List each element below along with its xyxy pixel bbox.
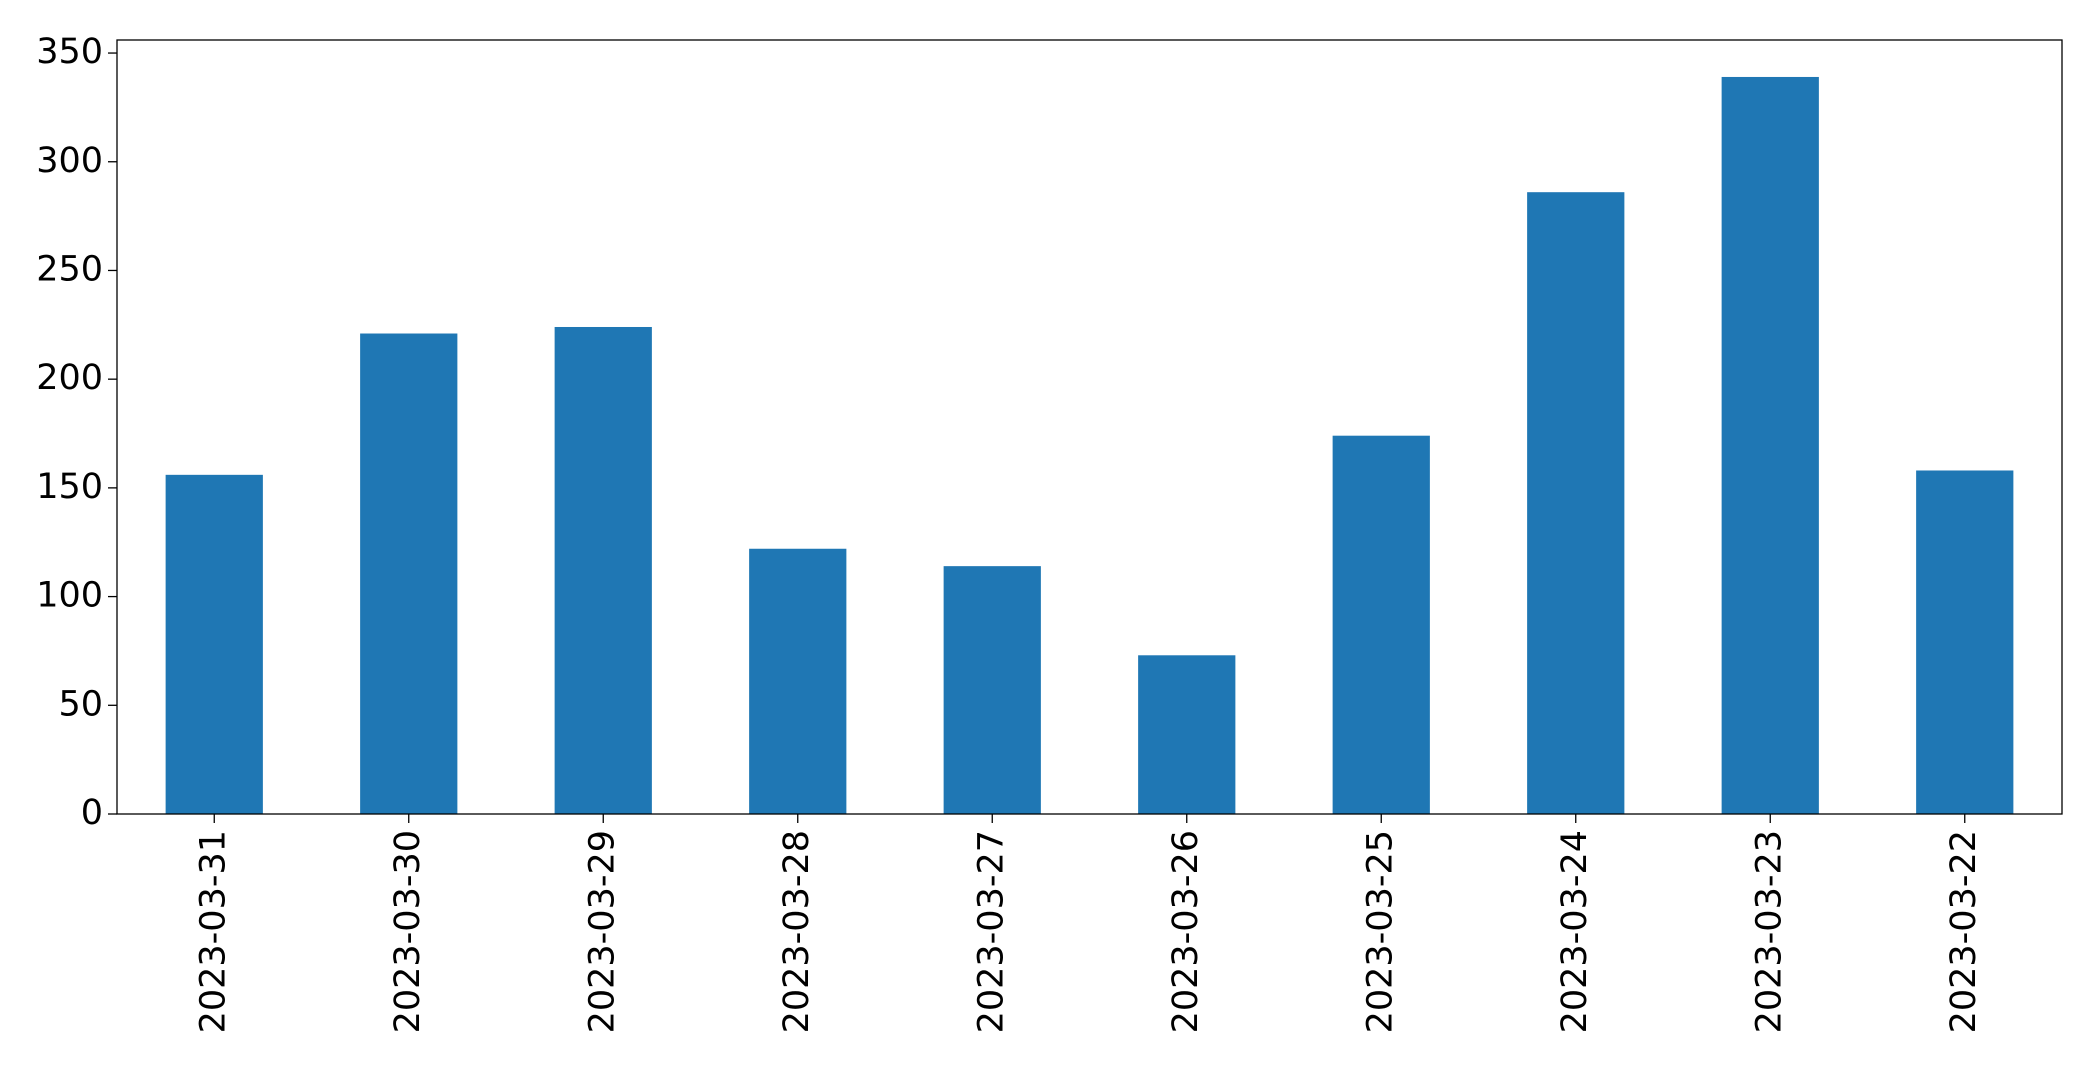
bar [749,548,847,814]
bar [943,566,1041,814]
x-tick-label: 2023-03-29 [582,830,622,1033]
x-tick-label: 2023-03-31 [193,830,233,1033]
y-tick-label: 100 [36,576,103,616]
x-tick-label: 2023-03-25 [1360,830,1400,1033]
bar [1527,192,1625,814]
y-tick-label: 0 [81,793,103,833]
bar [1916,470,2014,814]
y-tick-label: 50 [58,684,103,724]
x-tick-label: 2023-03-26 [1166,830,1206,1033]
y-tick-label: 200 [36,358,103,398]
y-tick-label: 150 [36,467,103,507]
bar [360,333,458,814]
bar [165,474,263,814]
x-tick-label: 2023-03-24 [1555,830,1595,1033]
x-tick-label: 2023-03-22 [1944,830,1984,1033]
x-tick-label: 2023-03-23 [1749,830,1789,1033]
x-tick-label: 2023-03-28 [777,830,817,1033]
x-tick-label: 2023-03-30 [388,830,428,1033]
bar [1721,76,1819,814]
bar [1332,435,1430,814]
x-tick-label: 2023-03-27 [971,830,1011,1033]
y-tick-label: 250 [36,249,103,289]
bar [1138,655,1236,814]
y-tick-label: 300 [36,141,103,181]
plot-frame [116,39,2063,815]
y-tick-label: 350 [36,32,103,72]
bar [554,326,652,814]
